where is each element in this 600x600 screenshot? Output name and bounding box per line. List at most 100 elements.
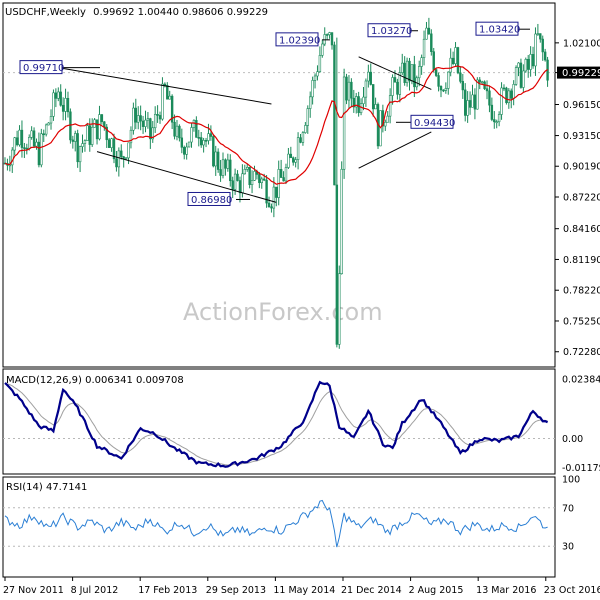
candle-body bbox=[195, 120, 198, 138]
candle-body bbox=[420, 57, 423, 67]
candle-body bbox=[170, 95, 174, 123]
candle-body bbox=[318, 55, 322, 73]
candle-body bbox=[129, 129, 133, 144]
candle-body bbox=[442, 89, 445, 92]
candle-body bbox=[357, 96, 360, 114]
candle-body bbox=[340, 168, 343, 275]
candle-body bbox=[226, 159, 230, 169]
candle-body bbox=[243, 168, 246, 175]
candle-body bbox=[260, 178, 263, 184]
annotation-label: 1.03270 bbox=[371, 26, 412, 37]
candle-body bbox=[335, 184, 339, 345]
rsi-panel-frame bbox=[2, 476, 556, 578]
candle-body bbox=[543, 51, 547, 61]
candle-body bbox=[468, 100, 472, 108]
candle-body bbox=[374, 104, 377, 110]
candle-body bbox=[209, 133, 213, 137]
candle-body bbox=[190, 127, 193, 143]
candle-body bbox=[408, 60, 411, 82]
candle-body bbox=[221, 159, 225, 176]
candle-body bbox=[158, 115, 162, 120]
symbol-label: USDCHF,Weekly bbox=[5, 7, 86, 18]
candle-body bbox=[333, 44, 336, 186]
trendlines bbox=[58, 56, 432, 203]
candle-body bbox=[272, 186, 276, 209]
candle-body bbox=[57, 91, 60, 99]
candle-body bbox=[342, 76, 346, 170]
candle-body bbox=[137, 115, 140, 123]
candle-body bbox=[384, 121, 387, 127]
candle-body bbox=[253, 171, 256, 181]
candle-body bbox=[391, 77, 394, 96]
candle-body bbox=[299, 137, 302, 143]
candle-body bbox=[134, 107, 137, 123]
time-axis: 27 Nov 2011 8 Jul 2012 17 Feb 2013 29 Sep 2… bbox=[3, 577, 600, 596]
candle-body bbox=[531, 54, 535, 67]
candle-body bbox=[478, 79, 481, 83]
candle-body bbox=[91, 126, 94, 145]
candle-body bbox=[163, 83, 167, 86]
candle-body bbox=[246, 166, 249, 170]
candle-body bbox=[15, 137, 19, 146]
candle-body bbox=[28, 137, 31, 150]
candle-body bbox=[37, 141, 41, 166]
price-tick-label: 0.90190 bbox=[563, 162, 600, 173]
trendline bbox=[358, 56, 432, 90]
time-tick-label: 13 Mar 2016 bbox=[476, 585, 536, 596]
candle-body bbox=[454, 47, 457, 65]
candle-body bbox=[364, 80, 368, 98]
candle-body bbox=[471, 94, 474, 108]
candle-body bbox=[231, 180, 234, 190]
candle-body bbox=[432, 51, 435, 70]
candle-body bbox=[323, 34, 326, 45]
candle-body bbox=[425, 27, 428, 40]
candle-body bbox=[439, 86, 443, 91]
price-annotations: 0.99710 1.02390 1.03270 1.03420 0.94430 0.869… bbox=[19, 21, 530, 206]
time-tick-label: 29 Sep 2013 bbox=[206, 585, 266, 596]
candle-body bbox=[536, 33, 540, 35]
candle-body bbox=[308, 96, 312, 109]
candle-body bbox=[107, 139, 111, 148]
candle-body bbox=[330, 32, 334, 46]
candle-body bbox=[270, 206, 273, 209]
candle-body bbox=[83, 140, 87, 144]
candle-body bbox=[514, 67, 518, 85]
current-price-tag: 0.99229 bbox=[557, 66, 600, 79]
candle-body bbox=[359, 103, 363, 114]
candle-body bbox=[500, 87, 503, 115]
candle-body bbox=[52, 92, 55, 117]
price-tick-label: 1.02100 bbox=[563, 38, 600, 49]
price-panel: USDCHF,Weekly 0.99692 1.00440 0.98606 0.… bbox=[2, 2, 600, 368]
candle-body bbox=[153, 114, 157, 129]
candle-body bbox=[183, 146, 186, 155]
candle-body bbox=[316, 71, 319, 77]
watermark: ActionForex.com bbox=[183, 298, 383, 326]
rsi-tick-label: 100 bbox=[562, 475, 580, 486]
price-tick-label: 0.78220 bbox=[563, 286, 600, 297]
candle-body bbox=[287, 153, 290, 168]
candle-body bbox=[120, 150, 123, 158]
candle-body bbox=[30, 130, 33, 138]
candle-body bbox=[44, 124, 48, 135]
candle-body bbox=[306, 108, 309, 126]
candle-body bbox=[76, 133, 79, 163]
candle-body bbox=[505, 87, 508, 104]
candle-body bbox=[417, 66, 421, 79]
candle-body bbox=[161, 83, 164, 120]
candle-body bbox=[459, 72, 462, 82]
annotation-label: 0.86980 bbox=[191, 195, 232, 206]
annotation-box bbox=[367, 23, 411, 38]
current-price-box bbox=[557, 66, 600, 79]
candle-body bbox=[166, 85, 169, 100]
candle-body bbox=[495, 121, 498, 124]
candle-body bbox=[25, 147, 28, 150]
candle-body bbox=[534, 33, 537, 67]
price-y-axis: 1.02100 0.99229 0.96150 0.93150 0.90190 0.872… bbox=[555, 38, 600, 358]
candle-body bbox=[398, 72, 402, 95]
candle-body bbox=[61, 104, 65, 112]
candle-body bbox=[197, 137, 200, 139]
candle-body bbox=[100, 114, 104, 123]
candle-body bbox=[124, 157, 128, 160]
moving-average-line bbox=[4, 65, 548, 185]
candle-body bbox=[144, 119, 147, 127]
